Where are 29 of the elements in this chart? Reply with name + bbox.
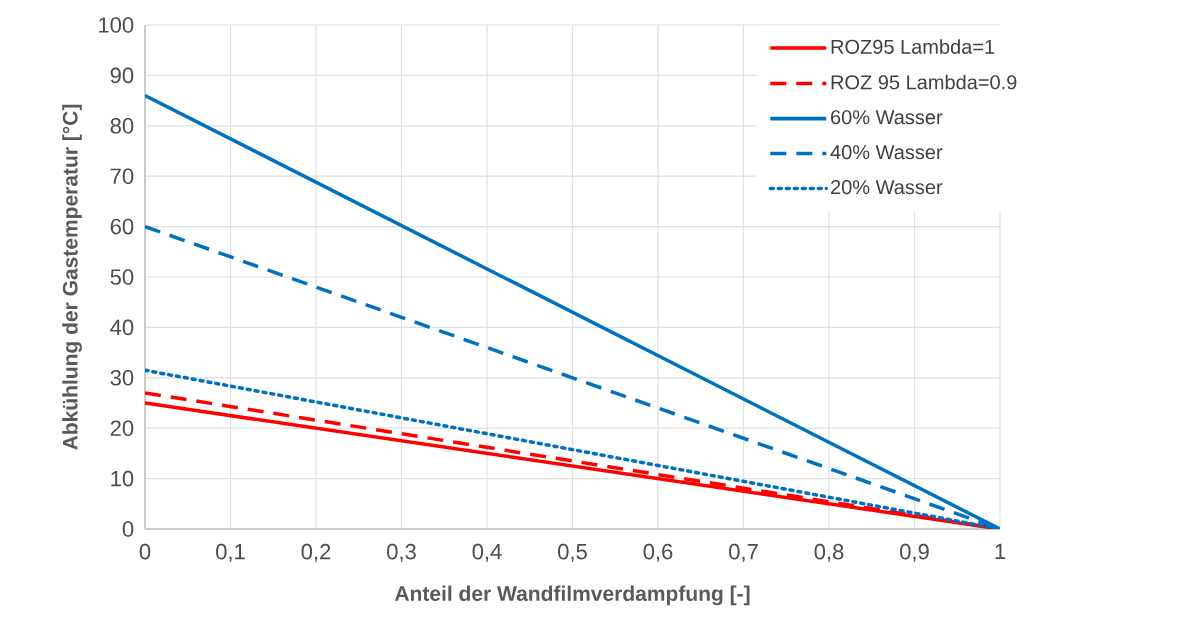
legend-label: ROZ 95 Lambda=0.9 [831,74,1017,90]
legend-label: ROZ95 Lambda=1 [831,39,995,54]
x-tick-label: 0,6 [643,543,673,563]
y-tick-label: 20 [110,420,134,436]
x-tick-label: 0 [139,543,151,560]
y-tick-label: 40 [110,319,134,336]
legend-label: 40% Wasser [830,145,943,160]
x-tick-label: 0,7 [729,543,758,563]
x-axis-title: Anteil der Wandfilmverdampfung [-] [394,585,750,606]
legend-label: 60% Wasser [831,110,943,125]
x-tick-label: 0,8 [814,543,844,563]
y-tick-label: 90 [110,67,134,84]
y-tick-label: 30 [110,370,134,386]
x-tick-label: 0,3 [387,543,416,563]
x-tick-label: 0,5 [558,543,587,563]
y-tick-label: 100 [99,17,134,33]
y-tick-label: 0 [122,521,134,537]
x-tick-label: 0,2 [301,543,331,563]
x-tick-label: 1 [995,543,1006,559]
y-axis-title: Abkühlung der Gastemperatur [°C] [62,104,82,450]
y-tick-label: 60 [110,218,134,235]
x-tick-label: 0,1 [216,543,245,563]
x-tick-label: 0,4 [472,543,502,563]
x-tick-label: 0,9 [900,543,929,563]
y-tick-label: 80 [110,118,134,134]
y-tick-label: 10 [111,470,134,487]
y-tick-label: 50 [110,269,134,285]
legend-label: 20% Wasser [831,180,943,195]
y-tick-label: 70 [110,168,134,184]
